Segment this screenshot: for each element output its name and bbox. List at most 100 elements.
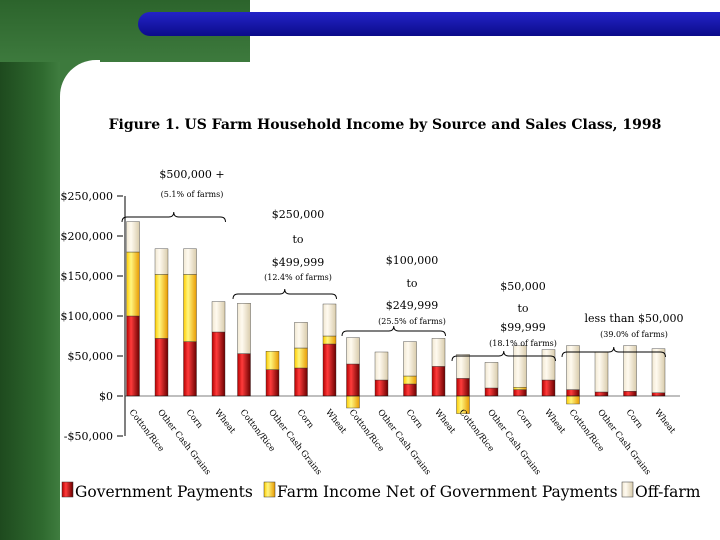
bar-segment-government <box>513 389 527 397</box>
group-label: to <box>292 233 303 246</box>
group-labels: $500,000 + (5.1% of farms) $250,000 to $499,… <box>121 168 684 362</box>
group-label: $100,000 <box>386 254 439 267</box>
group-bracket <box>451 350 556 362</box>
bar-segment-farm <box>322 335 337 345</box>
legend: Government Payments Farm Income Net of Go… <box>61 481 701 501</box>
group-share-label: (12.4% of farms) <box>264 273 332 282</box>
category-label: Other Cash Grains <box>155 408 212 477</box>
group-label: less than $50,000 <box>585 312 684 325</box>
bars <box>125 221 680 414</box>
category-label: Corn <box>184 408 205 431</box>
category-label: Wheat <box>542 408 567 436</box>
y-tick-label: $50,000 <box>68 350 114 363</box>
bar-segment-government <box>456 378 470 397</box>
bar-segment-government <box>651 392 666 397</box>
category-label: Wheat <box>652 408 677 436</box>
category-label: Other Cash Grains <box>266 408 323 477</box>
group-bracket <box>121 211 226 223</box>
category-label: Other Cash Grains <box>595 408 652 477</box>
bar-segment-government <box>346 363 360 397</box>
blue-title-bar <box>138 12 720 36</box>
bar-segment-offfarm <box>237 303 251 354</box>
group-bracket <box>341 325 446 337</box>
bar-segment-farm <box>403 375 417 385</box>
bar-segment-farm <box>183 274 197 342</box>
group-label: $50,000 <box>500 280 546 293</box>
bar-segment-farm <box>294 347 308 369</box>
bar-segment-government <box>154 338 169 397</box>
chart-title: Figure 1. US Farm Household Income by So… <box>109 117 662 133</box>
bar-segment-government <box>541 379 556 397</box>
bar-segment-government <box>594 391 609 397</box>
bar-segment-government <box>265 369 280 397</box>
bar-segment-government <box>126 315 140 397</box>
group-label: $500,000 + <box>159 168 224 181</box>
category-label: Wheat <box>212 408 237 436</box>
bar-segment-offfarm <box>346 337 360 365</box>
bar-segment-government <box>322 343 337 397</box>
green-frame-left <box>0 0 60 540</box>
category-label: Corn <box>295 408 316 431</box>
bar-segment-government <box>374 379 389 397</box>
bar-segment-government <box>623 391 637 397</box>
y-tick-label: -$50,000 <box>64 430 113 443</box>
bar-segment-offfarm <box>484 362 499 389</box>
y-tick-label: $250,000 <box>61 190 114 203</box>
y-tick-label: $0 <box>99 390 113 403</box>
group-label: $499,999 <box>272 256 325 269</box>
bar-segment-farm <box>566 395 580 405</box>
category-label: Corn <box>624 408 645 431</box>
bar-segment-farm <box>346 395 360 409</box>
group-share-label: (18.1% of farms) <box>489 339 557 348</box>
bar-segment-offfarm <box>513 345 527 388</box>
group-share-label: (39.0% of farms) <box>600 330 668 339</box>
legend-label: Off-farm <box>635 483 701 501</box>
bar-segment-farm <box>513 387 527 390</box>
group-label: to <box>406 277 417 290</box>
bar-segment-offfarm <box>431 338 446 367</box>
bar-segment-offfarm <box>403 341 417 377</box>
group-bracket <box>561 346 666 358</box>
bar-segment-government <box>431 366 446 397</box>
category-label: Other Cash Grains <box>485 408 542 477</box>
bar-segment-offfarm <box>651 348 666 393</box>
bar-segment-offfarm <box>211 301 226 333</box>
bar-segment-government <box>294 367 308 397</box>
group-label: to <box>517 302 528 315</box>
bar-segment-government <box>211 331 226 397</box>
legend-swatch <box>621 481 634 498</box>
bar-segment-farm <box>265 351 280 370</box>
bar-segment-farm <box>126 251 140 317</box>
bar-segment-government <box>566 389 580 397</box>
bar-segment-government <box>484 387 499 397</box>
bar-segment-offfarm <box>566 345 580 390</box>
bar-segment-government <box>403 383 417 397</box>
bar-segment-offfarm <box>183 248 197 275</box>
bar-segment-government <box>237 353 251 397</box>
bar-segment-offfarm <box>456 354 470 379</box>
bar-segment-government <box>183 341 197 397</box>
legend-swatch <box>61 481 74 498</box>
group-label: $249,999 <box>386 299 439 312</box>
category-label: Corn <box>514 408 535 431</box>
category-label: Wheat <box>323 408 348 436</box>
legend-label: Farm Income Net of Government Payments <box>277 483 618 501</box>
legend-swatch <box>263 481 276 498</box>
y-tick-label: $100,000 <box>61 310 114 323</box>
group-share-label: (25.5% of farms) <box>378 317 446 326</box>
bar-segment-offfarm <box>594 351 609 393</box>
category-label: Corn <box>404 408 425 431</box>
bar-segment-offfarm <box>541 349 556 381</box>
group-bracket <box>232 288 337 300</box>
bar-segment-offfarm <box>294 322 308 349</box>
legend-label: Government Payments <box>75 483 253 501</box>
y-tick-label: $200,000 <box>61 230 114 243</box>
bar-segment-offfarm <box>154 248 169 275</box>
bar-segment-offfarm <box>126 221 140 253</box>
bar-segment-farm <box>154 274 169 339</box>
category-label: Other Cash Grains <box>375 408 432 477</box>
group-share-label: (5.1% of farms) <box>161 190 224 199</box>
group-label: $250,000 <box>272 208 325 221</box>
